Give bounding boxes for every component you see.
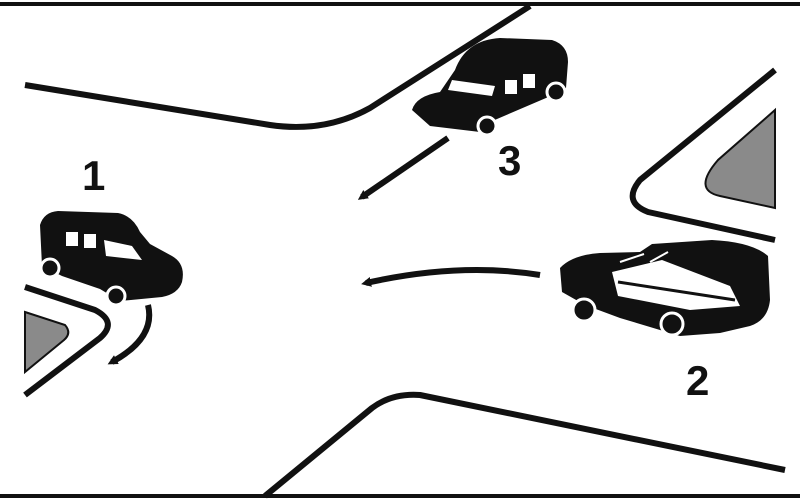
vehicle-3 bbox=[412, 38, 568, 137]
vehicle-1-number: 1 bbox=[82, 152, 106, 199]
vehicle-2-number: 2 bbox=[686, 357, 710, 404]
vehicle-3-number: 3 bbox=[498, 137, 522, 184]
arrow-vehicle-1 bbox=[107, 304, 153, 365]
arrow-vehicle-3 bbox=[357, 135, 450, 200]
sidewalk-left bbox=[24, 310, 70, 375]
arrow-vehicle-2 bbox=[361, 267, 541, 287]
curb-top-right bbox=[629, 67, 777, 243]
vehicle-2 bbox=[560, 240, 770, 337]
sidewalk-right bbox=[704, 107, 776, 210]
curb-top-left bbox=[24, 3, 532, 130]
curb-bottom bbox=[263, 391, 786, 499]
vehicle-1 bbox=[39, 211, 183, 307]
curb-left-lower bbox=[23, 284, 111, 398]
